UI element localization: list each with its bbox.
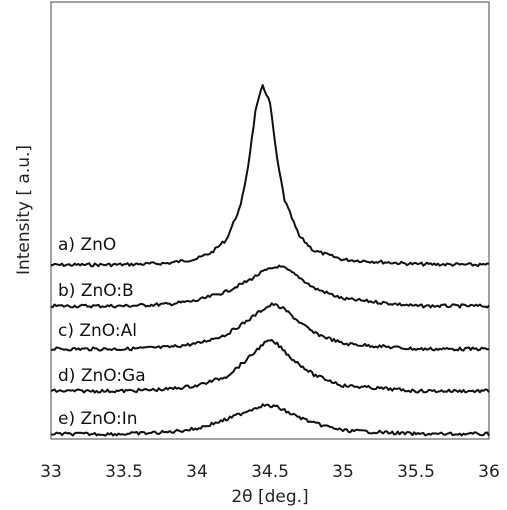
series-label-3: c) ZnO:Al [58, 321, 137, 341]
series-line-1 [50, 84, 490, 268]
series-labels: a) ZnO b) ZnO:B c) ZnO:Al d) ZnO:Ga e) ZnO:I… [58, 235, 146, 429]
x-axis-title: 2θ [deg.] [231, 487, 308, 507]
series-label-4: d) ZnO:Ga [58, 366, 146, 386]
series-line-5 [50, 403, 490, 437]
series-line-3 [50, 302, 490, 352]
x-tick-label: 33 [40, 462, 62, 482]
y-axis-title: Intensity [ a.u.] [14, 145, 34, 275]
series-label-1: a) ZnO [58, 235, 116, 255]
x-tick-label: 35 [332, 462, 354, 482]
x-tick-label: 34 [186, 462, 208, 482]
series-line-4 [50, 338, 490, 394]
series-label-2: b) ZnO:B [58, 281, 134, 301]
x-tick-label: 34.5 [251, 462, 289, 482]
x-tick-label: 33.5 [105, 462, 143, 482]
x-tick-label: 36 [478, 462, 500, 482]
x-tick-labels: 33 33.5 34 34.5 35 35.5 36 [40, 462, 500, 482]
series-label-5: e) ZnO:In [58, 409, 138, 429]
x-tick-label: 35.5 [397, 462, 435, 482]
plot-frame [50, 1, 490, 440]
series-traces [50, 84, 490, 437]
series-line-2 [50, 264, 490, 309]
